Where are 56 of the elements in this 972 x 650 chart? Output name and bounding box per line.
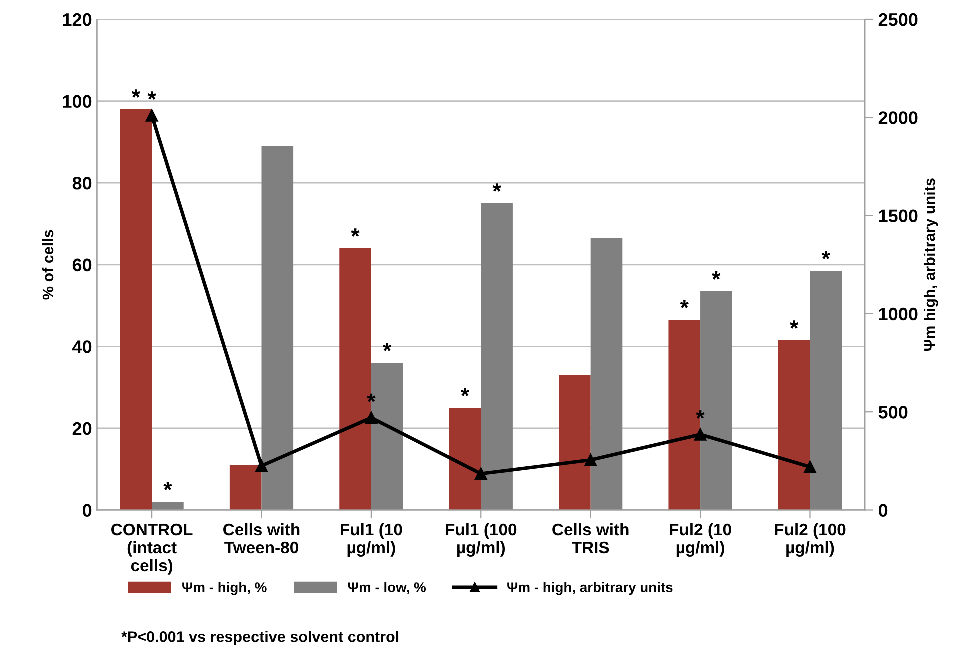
bar (590, 238, 623, 510)
bar (152, 502, 184, 510)
x-tick-label: Cells with Tween-80 (224, 523, 300, 554)
bar (481, 204, 513, 510)
data-label: * (164, 482, 172, 490)
point (584, 454, 598, 466)
y-tick-label: 60 (72, 258, 92, 272)
y-tick-label: 80 (72, 177, 92, 190)
data-label: * (822, 251, 830, 260)
data-label: * (696, 410, 705, 419)
data-label: * (712, 272, 721, 280)
bar (449, 408, 482, 510)
y-tick-label: 20 (72, 422, 92, 436)
x-tick-label: Ful1 (100 µg/ml) (446, 523, 517, 558)
data-label: * (680, 300, 689, 308)
bar (262, 146, 294, 510)
bar (559, 375, 591, 510)
y2-tick-label: 0 (878, 504, 888, 517)
y2-tick-label: 2500 (878, 13, 918, 26)
data-label: * (460, 388, 470, 396)
legend-label: Ψm - high, % (182, 582, 267, 596)
x-tick-label: Ful2 (100 µg/ml) (775, 523, 846, 558)
x-tick-label: Cells with TRIS (552, 523, 629, 554)
y-axis-title: % of cells (42, 230, 54, 300)
point (255, 460, 268, 472)
y-tick-label: 120 (63, 13, 92, 26)
text: *P<0.001 vs respective solvent control (122, 631, 399, 646)
data-label: * (492, 184, 502, 192)
legend-label: Ψm - high, arbitrary units (508, 582, 673, 596)
point (474, 468, 488, 480)
legend-label: Ψm - low, % (348, 582, 426, 594)
data-label: * (367, 394, 376, 402)
y2-tick-label: 1500 (879, 210, 918, 223)
data-label: * (148, 92, 156, 100)
point (804, 460, 816, 474)
data-label: * (790, 320, 799, 329)
data-label: * (351, 228, 360, 237)
x-tick-label: Ful2 (10 µg/ml) (670, 523, 732, 558)
y2-tick-label: 500 (878, 406, 908, 419)
point (146, 109, 158, 122)
y-tick-label: 0 (83, 504, 92, 517)
x-tick-label: Ful1 (10 µg/ml) (341, 523, 402, 558)
x-tick-label: CONTROL (intact cells) (112, 524, 193, 575)
y-tick-label: 100 (63, 95, 92, 108)
data-label: * (132, 90, 140, 98)
bar (120, 109, 152, 510)
bar (778, 340, 810, 510)
y2-tick-label: 2000 (878, 112, 918, 124)
point (365, 412, 378, 424)
y2-axis-title: Ψm high, arbitrary units (924, 178, 938, 351)
point (694, 428, 707, 441)
data-label: * (383, 343, 392, 352)
bar (810, 271, 842, 510)
bar (230, 465, 262, 510)
y-tick-label: 40 (72, 340, 92, 354)
y2-tick-label: 1000 (879, 308, 918, 321)
